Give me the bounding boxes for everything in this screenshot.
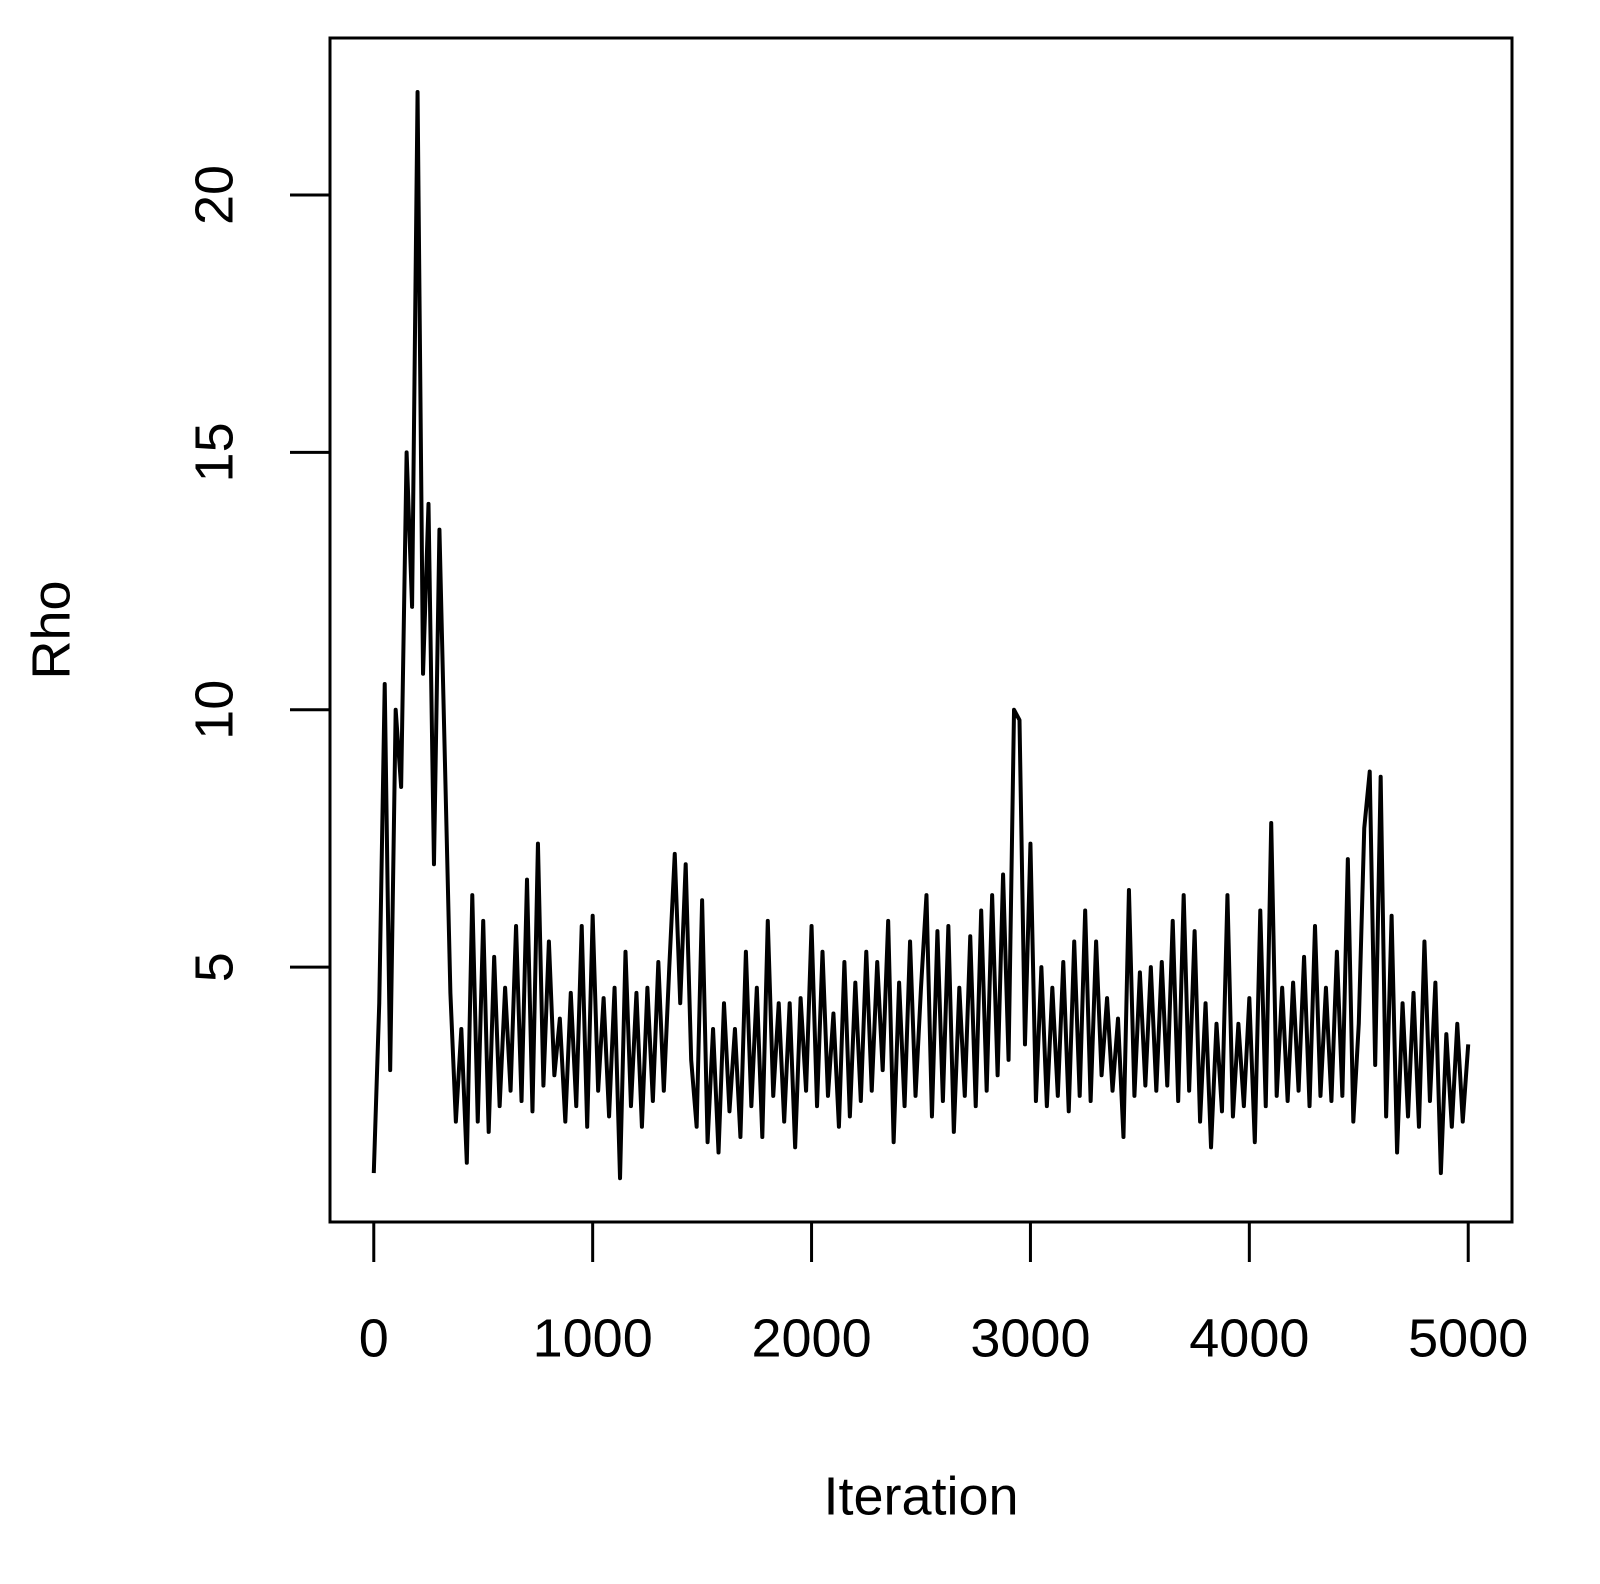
- x-tick-label: 2000: [751, 1308, 871, 1368]
- y-tick-label: 20: [184, 165, 244, 225]
- x-tick-label: 3000: [970, 1308, 1090, 1368]
- x-tick-label: 0: [359, 1308, 389, 1368]
- y-axis-label: Rho: [21, 580, 81, 679]
- y-tick-label: 15: [184, 422, 244, 482]
- x-tick-label: 1000: [533, 1308, 653, 1368]
- trace-line: [371, 90, 1471, 1181]
- x-axis-label: Iteration: [823, 1466, 1018, 1526]
- x-tick-label: 4000: [1189, 1308, 1309, 1368]
- y-tick-label: 10: [184, 680, 244, 740]
- x-tick-label: 5000: [1408, 1308, 1528, 1368]
- y-tick-label: 5: [184, 952, 244, 982]
